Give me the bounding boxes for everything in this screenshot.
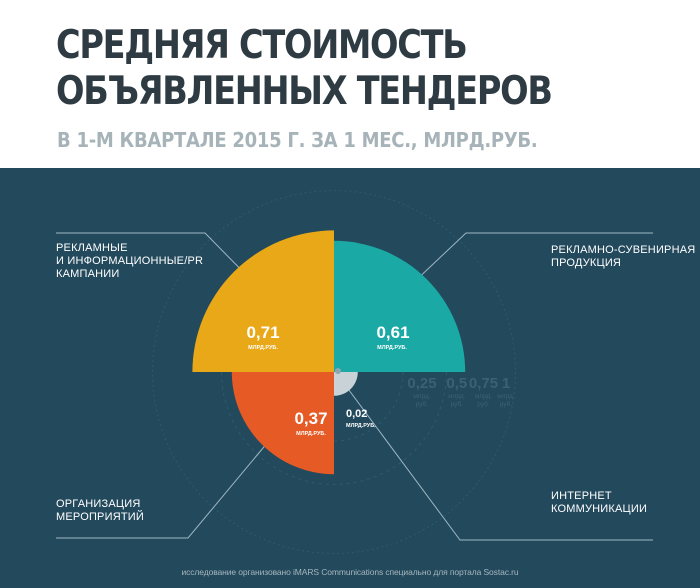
unit-label: МЛРД.РУБ. <box>296 431 326 437</box>
center-point <box>335 368 341 374</box>
scale-tick-unit: руб. <box>416 400 429 408</box>
unit-label: МЛРД.РУБ. <box>377 345 407 351</box>
value-label: 0,61 <box>376 323 409 342</box>
scale-ticks: 0,25млрд.руб.0,5млрд.руб.0,75млрд.руб.1м… <box>407 375 514 408</box>
footer-credit: исследование организовано iMARS Communic… <box>181 567 519 577</box>
scale-tick-unit: млрд. <box>448 393 466 400</box>
label-internet: ИНТЕРНЕТ КОММУНИКАЦИИ <box>551 490 648 515</box>
leader-line <box>339 377 653 541</box>
value-label: 0,37 <box>294 409 327 428</box>
chart-slices <box>192 230 466 475</box>
value-label: 0,02 <box>346 408 367 420</box>
label-ad-campaigns: РЕКЛАМНЫЕ И ИНФОРМАЦИОННЫЕ/PR КАМПАНИИ <box>56 242 204 280</box>
scale-tick-unit: млрд. <box>497 393 515 400</box>
scale-tick-unit: млрд. <box>413 393 431 400</box>
scale-tick-label: 0,75 <box>469 375 498 392</box>
title-line-2: ОБЪЯВЛЕННЫХ ТЕНДЕРОВ <box>56 69 553 114</box>
unit-label: МЛРД.РУБ. <box>346 423 376 429</box>
title-line-1: СРЕДНЯЯ СТОИМОСТЬ <box>56 23 468 68</box>
unit-label: МЛРД.РУБ. <box>248 345 278 351</box>
pie-slice <box>334 372 358 396</box>
scale-tick-label: 0,5 <box>446 375 467 392</box>
scale-tick-label: 0,25 <box>407 375 436 392</box>
scale-tick-unit: млрд. <box>475 393 493 400</box>
label-souvenir-products: РЕКЛАМНО-СУВЕНИРНАЯ ПРОДУКЦИЯ <box>551 244 696 269</box>
scale-tick-unit: руб. <box>451 400 464 408</box>
scale-tick-unit: руб. <box>500 400 513 408</box>
scale-tick-unit: руб. <box>477 400 490 408</box>
value-labels: 0,71 МЛРД.РУБ. 0,61 МЛРД.РУБ. 0,37 МЛРД.РУБ. 0… <box>246 323 409 437</box>
pie-slice <box>192 230 334 372</box>
pie-slice <box>231 372 334 475</box>
header: СРЕДНЯЯ СТОИМОСТЬ ОБЪЯВЛЕННЫХ ТЕНДЕРОВ В… <box>0 0 700 168</box>
label-events: ОРГАНИЗАЦИЯ МЕРОПРИЯТИЙ <box>56 498 144 523</box>
value-label: 0,71 <box>246 323 279 342</box>
pie-slice <box>334 240 466 372</box>
scale-tick-label: 1 <box>502 375 510 392</box>
subtitle: В 1-М КВАРТАЛЕ 2015 Г. ЗА 1 МЕС., МЛРД.Р… <box>57 128 538 152</box>
background-ring <box>152 190 516 554</box>
